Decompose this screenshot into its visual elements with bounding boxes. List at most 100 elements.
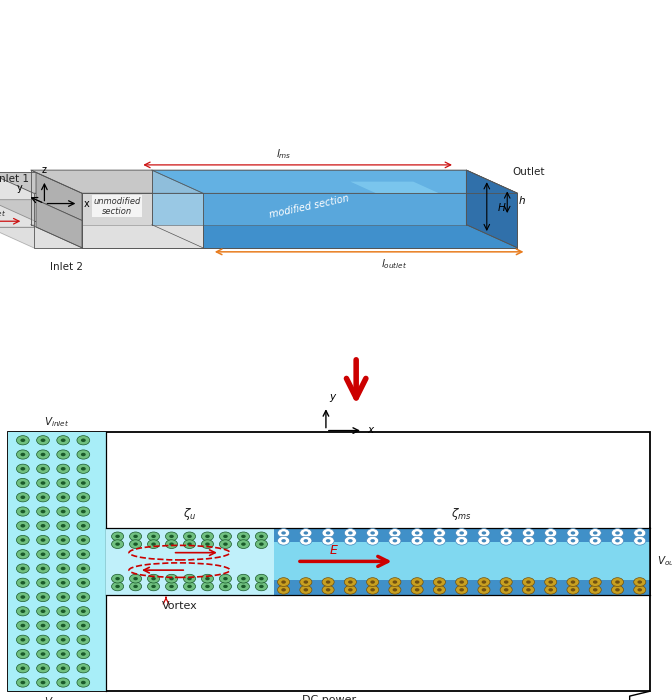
Circle shape (392, 588, 397, 592)
Circle shape (326, 580, 331, 584)
Circle shape (544, 578, 556, 587)
Text: $\zeta_u$: $\zeta_u$ (183, 506, 196, 522)
Circle shape (56, 507, 69, 516)
Circle shape (344, 528, 356, 538)
Circle shape (187, 584, 192, 588)
Circle shape (56, 578, 69, 587)
Circle shape (478, 528, 490, 538)
Circle shape (36, 435, 50, 445)
Circle shape (322, 578, 334, 587)
Circle shape (60, 467, 66, 470)
Circle shape (169, 542, 174, 546)
Circle shape (437, 539, 442, 542)
Circle shape (77, 578, 90, 587)
Circle shape (165, 574, 177, 583)
Circle shape (151, 542, 156, 546)
Circle shape (255, 540, 267, 549)
Circle shape (522, 528, 534, 538)
Circle shape (56, 635, 69, 645)
Circle shape (56, 564, 69, 573)
Circle shape (81, 666, 86, 670)
Polygon shape (0, 172, 82, 193)
Text: $h$: $h$ (517, 194, 526, 206)
Circle shape (40, 638, 46, 641)
Circle shape (223, 577, 228, 580)
Circle shape (16, 621, 30, 630)
Circle shape (36, 635, 50, 645)
Circle shape (20, 453, 26, 456)
Circle shape (112, 582, 124, 591)
Circle shape (16, 564, 30, 573)
Circle shape (77, 522, 90, 531)
Circle shape (56, 536, 69, 545)
Circle shape (220, 540, 231, 549)
Circle shape (589, 528, 601, 538)
Circle shape (187, 542, 192, 546)
Text: $V_{outlet}$: $V_{outlet}$ (657, 554, 672, 568)
Circle shape (205, 542, 210, 546)
Circle shape (437, 588, 442, 592)
Circle shape (259, 535, 263, 538)
Bar (274, 528, 650, 542)
Circle shape (20, 538, 26, 542)
Circle shape (322, 528, 334, 538)
Circle shape (237, 540, 249, 549)
Circle shape (326, 539, 331, 542)
Circle shape (60, 595, 66, 598)
Circle shape (40, 438, 46, 442)
Circle shape (567, 585, 579, 594)
Circle shape (81, 681, 86, 685)
Circle shape (237, 582, 249, 591)
Text: y: y (329, 393, 335, 402)
Circle shape (504, 531, 509, 535)
Circle shape (130, 574, 142, 583)
Bar (8, 431, 106, 692)
Circle shape (571, 539, 575, 542)
Circle shape (344, 536, 356, 545)
Circle shape (183, 582, 196, 591)
Text: Outlet: Outlet (513, 167, 545, 177)
Circle shape (77, 493, 90, 502)
Circle shape (322, 536, 334, 545)
Circle shape (60, 438, 66, 442)
Circle shape (40, 482, 46, 485)
Circle shape (16, 592, 30, 601)
Circle shape (571, 588, 575, 592)
Circle shape (20, 438, 26, 442)
Circle shape (638, 580, 642, 584)
Circle shape (304, 531, 308, 535)
Circle shape (433, 585, 446, 594)
Circle shape (437, 531, 442, 535)
Circle shape (593, 588, 597, 592)
Circle shape (367, 536, 379, 545)
Circle shape (56, 493, 69, 502)
Circle shape (60, 581, 66, 584)
Circle shape (169, 577, 174, 580)
Circle shape (223, 584, 228, 588)
Circle shape (36, 664, 50, 673)
Circle shape (77, 650, 90, 659)
Circle shape (638, 531, 642, 535)
Circle shape (344, 578, 356, 587)
Circle shape (634, 585, 646, 594)
Circle shape (548, 580, 553, 584)
Circle shape (460, 580, 464, 584)
Circle shape (77, 435, 90, 445)
Text: y: y (17, 183, 22, 193)
Circle shape (133, 584, 138, 588)
Circle shape (112, 574, 124, 583)
Circle shape (237, 574, 249, 583)
Circle shape (526, 531, 531, 535)
Circle shape (148, 582, 160, 591)
Circle shape (60, 482, 66, 485)
Circle shape (20, 581, 26, 584)
Polygon shape (36, 172, 82, 220)
Circle shape (526, 539, 531, 542)
Circle shape (202, 532, 214, 540)
Circle shape (304, 539, 308, 542)
Circle shape (593, 580, 597, 584)
Bar (106, 528, 274, 595)
Circle shape (36, 450, 50, 459)
Circle shape (392, 539, 397, 542)
Circle shape (116, 535, 120, 538)
